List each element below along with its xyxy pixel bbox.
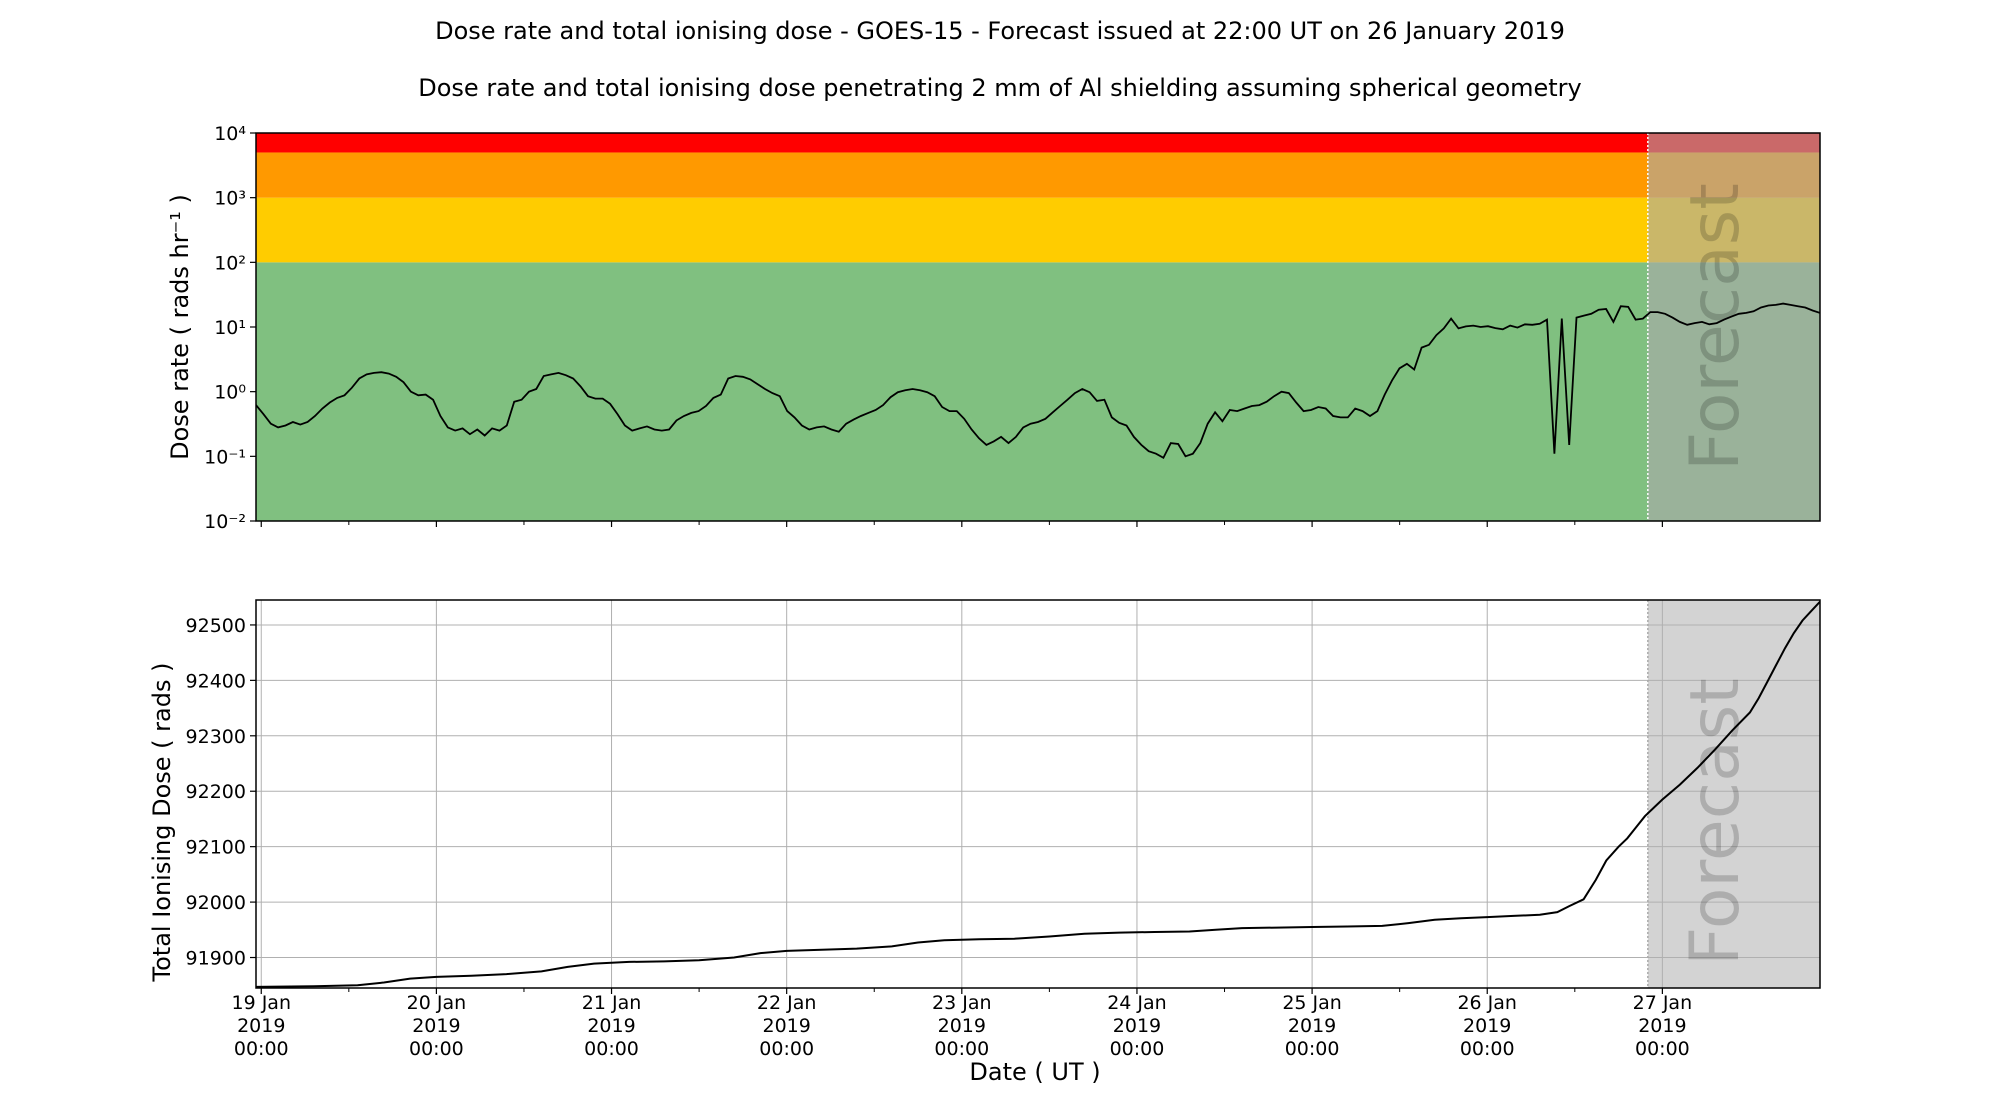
y-tick-label: 10¹ [214,317,246,339]
total-dose-y-label: Total Ionising Dose ( rads ) [148,663,176,983]
x-tick-label: 22 Jan 2019 00:00 [757,992,817,1060]
forecast-label: Forecast [1676,183,1755,471]
x-tick-label: 26 Jan 2019 00:00 [1457,992,1517,1060]
total-dose-line [256,601,1820,988]
forecast-label: Forecast [1676,678,1755,966]
threshold-band-0 [256,262,1820,521]
dose-rate-line [256,302,1820,460]
dose-rate-y-label: Dose rate ( rads hr⁻¹ ) [166,194,194,460]
y-tick-label: 92100 [186,837,246,859]
total-dose-y-ticks: 91900 92000 92100 92200 92300 92400 92500 [186,615,256,970]
x-tick-label: 20 Jan 2019 00:00 [407,992,467,1060]
forecast-overlay [1647,133,1820,521]
y-tick-label: 10⁴ [214,123,246,145]
dose-rate-x-ticks [260,521,1663,527]
x-tick-label: 25 Jan 2019 00:00 [1282,992,1342,1060]
dose-rate-panel: Forecast 10⁻² 10⁻¹ 10⁰ 10¹ 10² 10³ 10⁴ Dose ra… [166,123,1821,533]
y-tick-label: 10² [214,252,246,274]
y-tick-label: 91900 [186,948,246,970]
threshold-bands [256,133,1820,521]
x-tick-label: 19 Jan 2019 00:00 [231,992,291,1060]
y-tick-label: 10⁰ [214,382,246,404]
grid-lines [256,600,1820,988]
y-tick-label: 92200 [186,781,246,803]
total-dose-axes-frame [255,599,1821,989]
y-tick-label: 10⁻² [204,511,246,533]
total-dose-panel: Forecast 9190092000921009220092300924009… [148,599,1821,1086]
x-tick-label: 23 Jan 2019 00:00 [932,992,992,1060]
x-tick-label: 21 Jan 2019 00:00 [582,992,642,1060]
y-tick-label: 92000 [186,892,246,914]
x-axis-label: Date ( UT ) [969,1058,1100,1086]
y-tick-label: 10⁻¹ [204,446,246,468]
dose-rate-y-ticks: 10⁻² 10⁻¹ 10⁰ 10¹ 10² 10³ 10⁴ [204,123,256,533]
y-tick-label: 92500 [186,615,246,637]
threshold-band-3 [256,133,1820,153]
y-tick-label: 92400 [186,670,246,692]
x-tick-label: 24 Jan 2019 00:00 [1107,992,1167,1060]
forecast-shade [1647,600,1820,988]
x-tick-label: 27 Jan 2019 00:00 [1633,992,1693,1060]
threshold-band-1 [256,197,1820,263]
chart-subtitle: Dose rate and total ionising dose penetr… [418,74,1582,102]
date-x-ticks: 19 Jan 2019 00:00 20 Jan 2019 00:00 21 Jan 2019… [231,988,1692,1060]
y-tick-label: 10³ [214,188,246,210]
dose-rate-axes-frame [255,132,1821,522]
threshold-band-2 [256,152,1820,198]
y-tick-label: 92300 [186,726,246,748]
chart-title: Dose rate and total ionising dose - GOES… [435,17,1565,45]
